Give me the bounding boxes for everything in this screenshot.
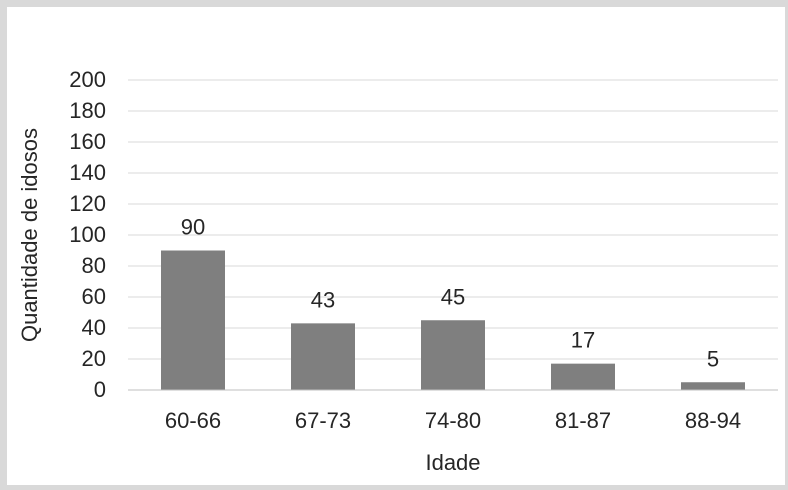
data-label-74-80: 45: [441, 284, 465, 309]
bar-74-80: [421, 320, 485, 390]
data-label-67-73: 43: [311, 287, 335, 312]
y-tick-label: 100: [69, 222, 106, 247]
bar-88-94: [681, 382, 745, 390]
y-tick-label: 120: [69, 191, 106, 216]
bar-67-73: [291, 323, 355, 390]
chart-frame: 0 20 40 60 80 100 120 140 160 180 200 90 43 45 17 5 60…: [7, 7, 785, 485]
y-tick-label: 140: [69, 160, 106, 185]
y-tick-label: 200: [69, 67, 106, 92]
data-label-81-87: 17: [571, 328, 595, 353]
y-tick-label: 60: [82, 284, 106, 309]
x-tick-label-67-73: 67-73: [295, 408, 351, 433]
gridlines: [128, 79, 778, 360]
bars: [161, 250, 745, 390]
y-tick-label: 80: [82, 253, 106, 278]
bar-chart: 0 20 40 60 80 100 120 140 160 180 200 90 43 45 17 5 60…: [17, 67, 778, 475]
y-tick-label: 0: [94, 377, 106, 402]
y-axis-title: Quantidade de idosos: [17, 128, 42, 342]
x-axis-title: Idade: [425, 450, 480, 475]
x-tick-label-88-94: 88-94: [685, 408, 741, 433]
data-label-60-66: 90: [181, 215, 205, 240]
x-tick-label-60-66: 60-66: [165, 408, 221, 433]
y-tick-label: 180: [69, 98, 106, 123]
y-tick-label: 20: [82, 346, 106, 371]
data-labels: 90 43 45 17 5: [181, 215, 719, 372]
y-tick-label: 160: [69, 129, 106, 154]
bar-60-66: [161, 250, 225, 390]
x-tick-label-81-87: 81-87: [555, 408, 611, 433]
x-tick-label-74-80: 74-80: [425, 408, 481, 433]
data-label-88-94: 5: [707, 346, 719, 371]
bar-81-87: [551, 363, 615, 390]
x-axis-ticks: 60-66 67-73 74-80 81-87 88-94: [165, 408, 741, 433]
y-axis-ticks: 0 20 40 60 80 100 120 140 160 180 200: [69, 67, 106, 402]
y-tick-label: 40: [82, 315, 106, 340]
